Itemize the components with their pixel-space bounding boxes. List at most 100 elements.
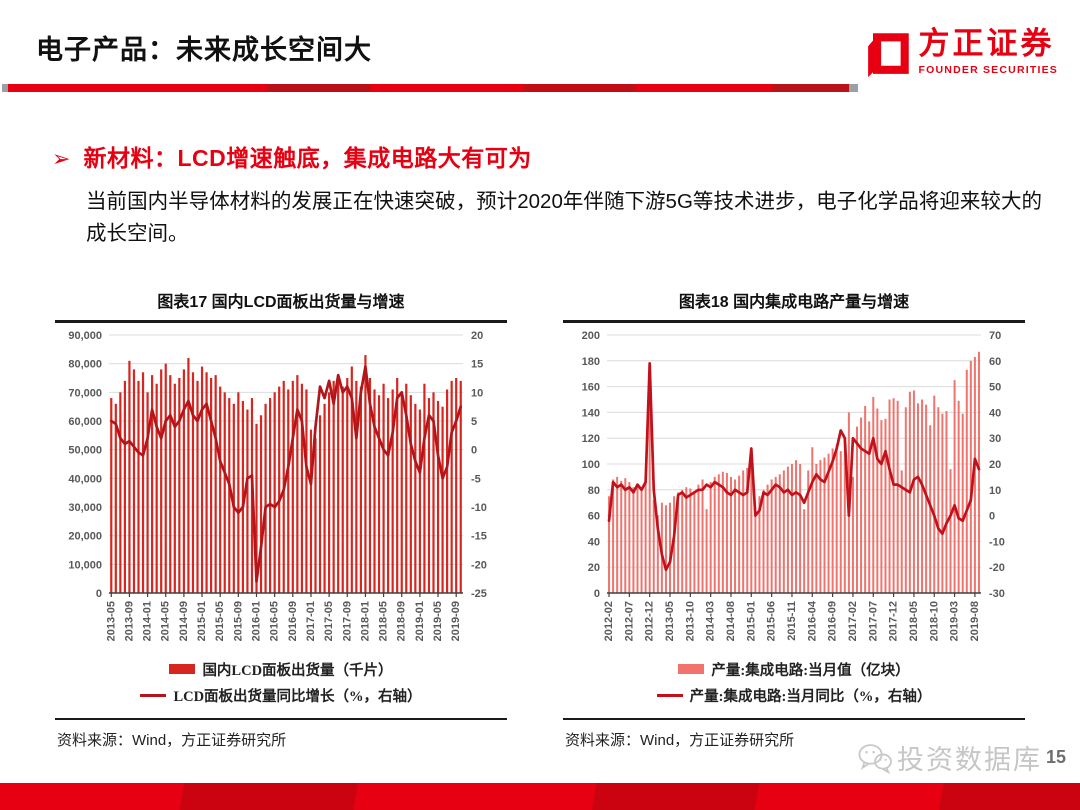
legend-row: 产量:集成电路:当月同比（%，右轴） — [656, 685, 932, 706]
logo-cn-text: 方正证券 — [918, 26, 1055, 61]
svg-text:2014-03: 2014-03 — [705, 601, 717, 641]
svg-text:200: 200 — [582, 330, 600, 342]
footer-band — [0, 783, 1080, 810]
svg-text:2014-05: 2014-05 — [160, 601, 172, 641]
svg-text:2013-09: 2013-09 — [123, 601, 135, 641]
svg-text:2019-03: 2019-03 — [949, 601, 961, 641]
svg-text:2017-02: 2017-02 — [847, 601, 859, 641]
svg-text:40: 40 — [588, 536, 600, 548]
svg-text:60: 60 — [588, 510, 600, 522]
svg-text:-15: -15 — [471, 530, 487, 542]
chart-panel-ic: 图表18 国内集成电路产量与增速 200 70 180 60 160 50 140 40 120… — [563, 288, 1025, 750]
svg-text:160: 160 — [582, 381, 600, 393]
svg-text:2018-05: 2018-05 — [378, 601, 390, 641]
svg-text:20: 20 — [471, 330, 483, 342]
svg-text:2017-01: 2017-01 — [305, 601, 317, 641]
legend-line-label: 产量:集成电路:当月同比（%，右轴） — [689, 688, 932, 705]
svg-text:2016-01: 2016-01 — [251, 601, 263, 641]
svg-text:2017-12: 2017-12 — [888, 601, 900, 641]
svg-text:90,000: 90,000 — [68, 330, 102, 342]
svg-text:2015-01: 2015-01 — [196, 601, 208, 641]
chart-title-lcd: 图表17 国内LCD面板出货量与增速 — [157, 294, 405, 311]
charts-row: 图表17 国内LCD面板出货量与增速 90,000 20 80,000 15 70,00… — [0, 288, 1080, 750]
svg-text:0: 0 — [96, 588, 102, 600]
svg-text:2018-09: 2018-09 — [396, 601, 408, 641]
svg-text:2019-08: 2019-08 — [969, 601, 981, 641]
logo-en-text: FOUNDER SECURITIES — [918, 64, 1058, 76]
legend-row: 国内LCD面板出货量（千片） — [169, 659, 393, 680]
svg-text:20: 20 — [588, 562, 600, 574]
svg-text:2014-01: 2014-01 — [142, 601, 154, 641]
svg-text:70: 70 — [989, 330, 1001, 342]
svg-text:2012-12: 2012-12 — [644, 601, 656, 641]
svg-text:2012-02: 2012-02 — [603, 601, 615, 641]
page-title: 电子产品：未来成长空间大 — [36, 35, 372, 65]
svg-text:2012-07: 2012-07 — [623, 601, 635, 641]
svg-text:2016-09: 2016-09 — [287, 601, 299, 641]
section-bullet-row: ➢ 新材料：LCD增速触底，集成电路大有可为 — [52, 139, 532, 173]
legend-bar-swatch — [678, 664, 705, 674]
chart-bottom-rule — [563, 717, 1025, 720]
svg-text:120: 120 — [582, 433, 600, 445]
svg-text:2019-01: 2019-01 — [414, 601, 426, 641]
svg-text:180: 180 — [582, 355, 600, 367]
legend-row: 产量:集成电路:当月值（亿块） — [678, 659, 910, 680]
legend-line-swatch — [656, 693, 683, 697]
svg-text:15: 15 — [471, 358, 483, 370]
svg-text:2015-06: 2015-06 — [766, 601, 778, 641]
svg-text:2013-10: 2013-10 — [684, 601, 696, 641]
svg-text:10,000: 10,000 — [68, 559, 102, 571]
svg-text:2016-04: 2016-04 — [806, 600, 818, 641]
lcd-legend: 国内LCD面板出货量（千片） LCD面板出货量同比增长（%，右轴） — [140, 659, 422, 706]
svg-text:2017-07: 2017-07 — [867, 601, 879, 641]
svg-text:-10: -10 — [471, 502, 487, 514]
svg-text:30,000: 30,000 — [68, 502, 102, 514]
svg-text:2016-05: 2016-05 — [269, 601, 281, 641]
svg-text:2017-09: 2017-09 — [341, 601, 353, 641]
svg-text:-10: -10 — [989, 536, 1005, 548]
legend-bar-label: 国内LCD面板出货量（千片） — [202, 662, 393, 679]
svg-text:-5: -5 — [471, 473, 481, 485]
svg-text:2017-05: 2017-05 — [323, 601, 335, 641]
svg-text:2014-08: 2014-08 — [725, 601, 737, 641]
svg-text:100: 100 — [582, 459, 600, 471]
source-note-ic: 资料来源：Wind，方正证券研究所 — [565, 731, 795, 749]
svg-text:2013-05: 2013-05 — [105, 601, 117, 641]
svg-text:10: 10 — [989, 484, 1001, 496]
svg-text:50,000: 50,000 — [68, 444, 102, 456]
legend-bar-swatch — [169, 664, 196, 674]
legend-bar-label: 产量:集成电路:当月值（亿块） — [711, 662, 910, 679]
svg-text:20,000: 20,000 — [68, 530, 102, 542]
svg-text:80,000: 80,000 — [68, 358, 102, 370]
svg-text:140: 140 — [582, 407, 600, 419]
svg-text:60,000: 60,000 — [68, 416, 102, 428]
lcd-chart-canvas: 90,000 20 80,000 15 70,000 10 60,000 5 50,000 0 40… — [68, 330, 487, 641]
legend-line-label: LCD面板出货量同比增长（%，右轴） — [173, 688, 422, 705]
legend-row: LCD面板出货量同比增长（%，右轴） — [140, 685, 422, 706]
wechat-icon — [858, 743, 892, 774]
svg-text:-30: -30 — [989, 588, 1005, 600]
svg-text:2014-09: 2014-09 — [178, 601, 190, 641]
svg-text:-25: -25 — [471, 588, 487, 600]
svg-text:2019-09: 2019-09 — [450, 601, 462, 641]
chart-top-rule — [55, 320, 507, 323]
svg-text:0: 0 — [471, 444, 477, 456]
svg-text:2016-09: 2016-09 — [827, 601, 839, 641]
svg-text:70,000: 70,000 — [68, 387, 102, 399]
svg-text:0: 0 — [989, 510, 995, 522]
svg-text:2015-09: 2015-09 — [232, 601, 244, 641]
svg-text:2018-10: 2018-10 — [928, 601, 940, 641]
ic-legend: 产量:集成电路:当月值（亿块） 产量:集成电路:当月同比（%，右轴） — [656, 659, 932, 706]
svg-text:20: 20 — [989, 459, 1001, 471]
svg-text:-20: -20 — [471, 559, 487, 571]
source-note-lcd: 资料来源：Wind，方正证券研究所 — [57, 731, 287, 749]
page-number: 15 — [1045, 747, 1066, 767]
svg-text:0: 0 — [594, 588, 600, 600]
title-divider — [2, 84, 858, 92]
svg-text:40,000: 40,000 — [68, 473, 102, 485]
chart-bottom-rule — [55, 717, 507, 720]
watermark: 投资数据库 15 — [857, 738, 1066, 777]
svg-text:2018-05: 2018-05 — [908, 601, 920, 641]
